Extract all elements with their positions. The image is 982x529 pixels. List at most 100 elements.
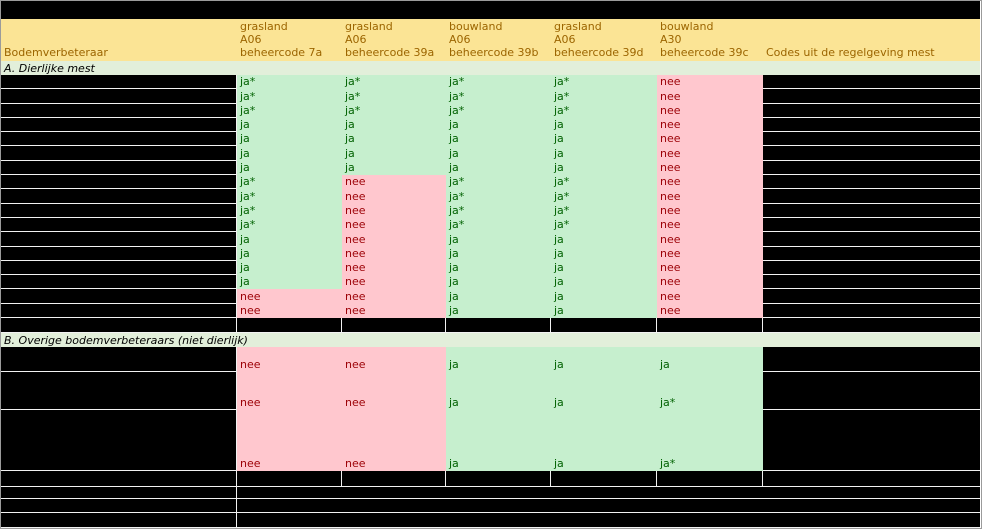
redacted-codes-cell[interactable] (763, 89, 980, 104)
redacted-row-label[interactable] (1, 410, 237, 472)
value-cell[interactable]: nee (342, 175, 446, 190)
redacted-row-label[interactable] (1, 203, 237, 218)
value-cell[interactable]: nee (657, 189, 763, 204)
redacted-cell[interactable] (446, 318, 551, 334)
redacted-codes-cell[interactable] (763, 246, 980, 261)
redacted-row-label[interactable] (1, 146, 237, 161)
corner-header-cell[interactable]: Bodemverbeteraar (1, 19, 237, 61)
value-cell[interactable]: ja (237, 260, 342, 276)
value-cell[interactable]: ja (446, 372, 551, 411)
value-cell[interactable]: ja* (446, 217, 551, 233)
value-cell[interactable]: nee (237, 303, 342, 319)
redacted-codes-cell[interactable] (763, 232, 980, 247)
value-cell[interactable]: ja (551, 275, 657, 290)
value-cell[interactable]: ja (446, 132, 551, 147)
value-cell[interactable]: ja (446, 289, 551, 304)
value-cell[interactable]: ja* (342, 75, 446, 90)
redacted-codes-cell[interactable] (763, 347, 980, 373)
value-cell[interactable]: ja (237, 160, 342, 176)
value-cell[interactable]: nee (657, 303, 763, 319)
redacted-row-label[interactable] (1, 275, 237, 290)
redacted-cell[interactable] (551, 318, 657, 334)
redacted-codes-cell[interactable] (763, 410, 980, 472)
redacted-row-label[interactable] (1, 189, 237, 204)
value-cell[interactable]: ja* (446, 189, 551, 204)
redacted-codes-cell[interactable] (763, 275, 980, 290)
redacted-codes-cell[interactable] (763, 217, 980, 233)
column-header-5[interactable]: bouwland A30 beheercode 39c (657, 19, 763, 61)
redacted-cell[interactable] (763, 471, 980, 488)
redacted-row-label[interactable] (1, 260, 237, 276)
value-cell[interactable]: nee (237, 289, 342, 304)
value-cell[interactable]: ja (446, 232, 551, 247)
value-cell[interactable]: nee (342, 410, 446, 472)
value-cell[interactable]: nee (237, 347, 342, 373)
value-cell[interactable]: ja* (237, 89, 342, 104)
value-cell[interactable]: ja (551, 146, 657, 161)
value-cell[interactable]: ja* (551, 203, 657, 218)
value-cell[interactable]: ja* (237, 203, 342, 218)
value-cell[interactable]: ja (551, 117, 657, 133)
redacted-codes-cell[interactable] (763, 132, 980, 147)
value-cell[interactable]: ja (551, 132, 657, 147)
value-cell[interactable]: nee (342, 246, 446, 261)
value-cell[interactable]: ja* (446, 75, 551, 90)
value-cell[interactable]: nee (657, 103, 763, 118)
value-cell[interactable]: nee (342, 203, 446, 218)
value-cell[interactable]: nee (342, 275, 446, 290)
value-cell[interactable]: nee (342, 217, 446, 233)
redacted-cell[interactable] (342, 318, 446, 334)
redacted-codes-cell[interactable] (763, 146, 980, 161)
redacted-row-label[interactable] (1, 89, 237, 104)
redacted-cell[interactable] (1, 513, 237, 528)
value-cell[interactable]: nee (657, 89, 763, 104)
redacted-codes-cell[interactable] (763, 203, 980, 218)
section-title[interactable]: B. Overige bodemverbeteraars (niet dierl… (1, 333, 980, 348)
value-cell[interactable]: ja* (446, 89, 551, 104)
redacted-cell[interactable] (657, 318, 763, 334)
value-cell[interactable]: ja (446, 347, 551, 373)
column-header-3[interactable]: bouwland A06 beheercode 39b (446, 19, 551, 61)
value-cell[interactable]: ja (551, 372, 657, 411)
redacted-cell[interactable] (1, 498, 237, 514)
redacted-row-label[interactable] (1, 347, 237, 373)
value-cell[interactable]: ja (551, 260, 657, 276)
value-cell[interactable]: ja* (237, 103, 342, 118)
value-cell[interactable]: ja (342, 117, 446, 133)
value-cell[interactable]: nee (657, 75, 763, 90)
value-cell[interactable]: ja* (551, 89, 657, 104)
redacted-codes-cell[interactable] (763, 260, 980, 276)
value-cell[interactable]: nee (342, 303, 446, 319)
value-cell[interactable]: ja (551, 246, 657, 261)
redacted-row-label[interactable] (1, 289, 237, 304)
value-cell[interactable]: ja (551, 289, 657, 304)
value-cell[interactable]: ja* (551, 75, 657, 90)
redacted-codes-cell[interactable] (763, 372, 980, 411)
value-cell[interactable]: ja (446, 275, 551, 290)
value-cell[interactable]: ja* (551, 217, 657, 233)
redacted-cell[interactable] (237, 471, 342, 488)
redacted-codes-cell[interactable] (763, 160, 980, 176)
value-cell[interactable]: ja (237, 246, 342, 261)
value-cell[interactable]: nee (237, 372, 342, 411)
redacted-codes-cell[interactable] (763, 175, 980, 190)
column-header-1[interactable]: grasland A06 beheercode 7a (237, 19, 342, 61)
redacted-row-label[interactable] (1, 103, 237, 118)
value-cell[interactable]: ja (551, 160, 657, 176)
redacted-codes-cell[interactable] (763, 289, 980, 304)
redacted-cell[interactable] (237, 318, 342, 334)
redacted-row-label[interactable] (1, 160, 237, 176)
redacted-row-label[interactable] (1, 217, 237, 233)
redacted-cell[interactable] (1, 471, 237, 488)
value-cell[interactable]: nee (342, 289, 446, 304)
value-cell[interactable]: ja* (446, 203, 551, 218)
value-cell[interactable]: ja* (657, 410, 763, 472)
redacted-cell[interactable] (237, 498, 980, 514)
redacted-row-label[interactable] (1, 246, 237, 261)
value-cell[interactable]: nee (342, 347, 446, 373)
value-cell[interactable]: ja (342, 160, 446, 176)
value-cell[interactable]: ja* (657, 372, 763, 411)
value-cell[interactable]: ja (237, 275, 342, 290)
value-cell[interactable]: nee (342, 232, 446, 247)
value-cell[interactable]: ja (342, 146, 446, 161)
